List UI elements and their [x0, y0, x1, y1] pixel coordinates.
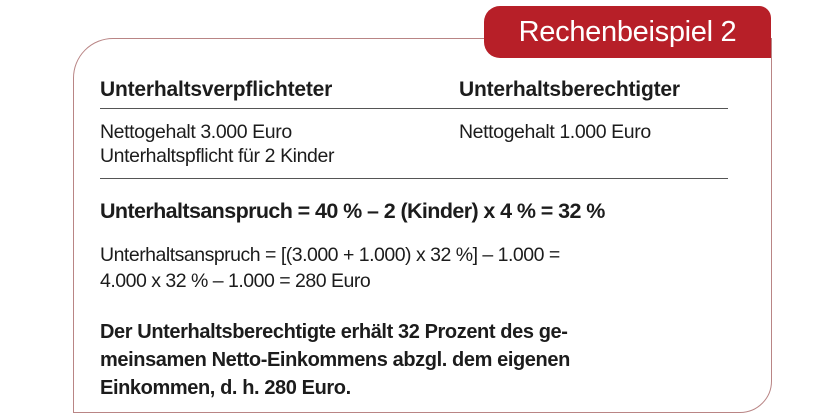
obligor-salary: Nettogehalt 3.000 Euro	[100, 121, 292, 143]
calculation: Unterhaltsanspruch = [(3.000 + 1.000) x …	[100, 242, 560, 294]
example-title-tab: Rechenbeispiel 2	[484, 6, 771, 58]
conclusion-line: Der Unterhaltsberechtigte erhält 32 Proz…	[100, 321, 568, 343]
column-heading-obligor: Unterhaltsverpflichteter	[100, 78, 333, 101]
conclusion-line: Einkommen, d. h. 280 Euro.	[100, 377, 351, 399]
divider-top	[100, 108, 728, 110]
example-box	[73, 38, 772, 413]
beneficiary-salary: Nettogehalt 1.000 Euro	[459, 121, 651, 143]
conclusion-line: meinsamen Netto-Einkommens abzgl. dem ei…	[100, 349, 570, 371]
entitlement-formula: Unterhaltsanspruch = 40 % – 2 (Kinder) x…	[100, 199, 605, 223]
calculation-line: Unterhaltsanspruch = [(3.000 + 1.000) x …	[100, 244, 560, 266]
conclusion: Der Unterhaltsberechtigte erhält 32 Proz…	[100, 318, 570, 402]
column-heading-beneficiary: Unterhaltsberechtigter	[459, 78, 680, 101]
divider-bottom	[100, 178, 728, 180]
obligor-obligation: Unterhaltspflicht für 2 Kinder	[100, 145, 335, 167]
calculation-line: 4.000 x 32 % – 1.000 = 280 Euro	[100, 270, 371, 292]
